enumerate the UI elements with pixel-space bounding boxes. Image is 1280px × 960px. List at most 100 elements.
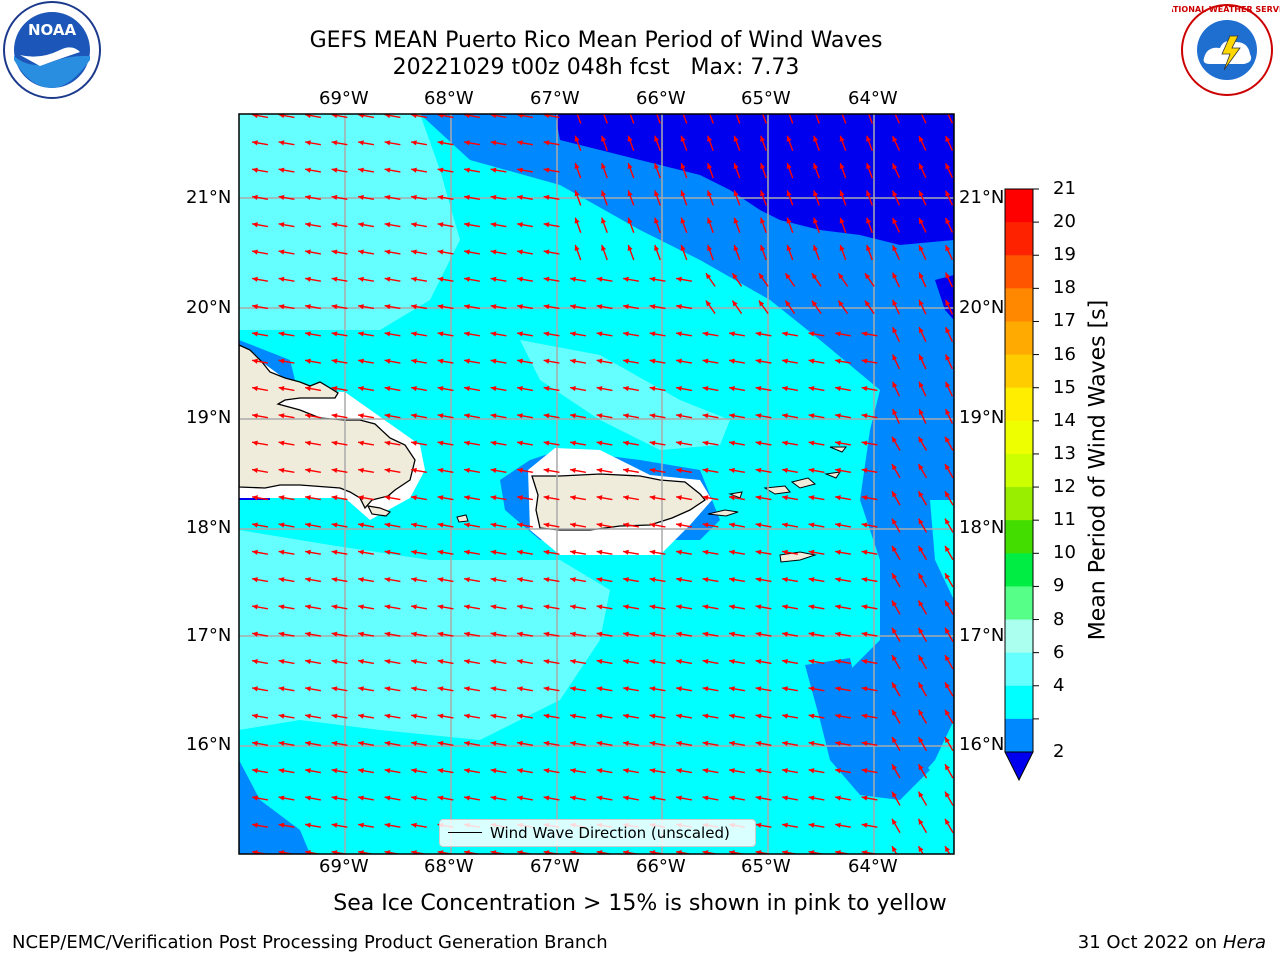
wave-direction-arrowhead [785, 273, 791, 280]
wave-direction-arrowhead [892, 381, 898, 388]
date-text: 31 Oct 2022 on [1077, 932, 1223, 953]
wave-direction-arrowhead [707, 135, 713, 142]
wave-direction-arrowhead [437, 167, 444, 173]
wave-direction-arrowhead [782, 768, 788, 774]
wave-direction-arrowhead [866, 244, 872, 251]
wave-direction-arrowhead [543, 249, 550, 255]
wave-direction-arrowhead [411, 604, 417, 610]
wave-direction-arrowhead [623, 358, 629, 364]
wave-direction-arrowhead [543, 522, 550, 528]
wave-direction-arrowhead [543, 114, 550, 119]
wave-direction-arrowhead [490, 440, 497, 446]
wave-direction-arrowhead [358, 686, 364, 692]
wave-direction-arrow [576, 114, 582, 124]
wave-direction-arrowhead [384, 331, 391, 337]
wave-direction-arrowhead [596, 631, 603, 637]
wave-direction-arrowhead [517, 467, 523, 474]
wave-direction-arrowhead [649, 413, 656, 419]
wave-direction-arrowhead [866, 135, 872, 142]
wave-direction-arrowhead [705, 300, 712, 307]
wave-direction-arrowhead [861, 549, 868, 555]
wave-direction-arrowhead [437, 358, 444, 364]
wave-direction-arrowhead [835, 495, 841, 501]
wave-direction-arrowhead [517, 604, 523, 610]
wave-direction-arrowhead [278, 440, 285, 446]
land-st-croix [779, 551, 817, 563]
wave-direction-arrowhead [729, 385, 735, 392]
wave-direction-arrowhead [543, 604, 550, 610]
wave-direction-arrowhead [384, 249, 391, 255]
wave-direction-arrowhead [411, 140, 417, 146]
wave-direction-arrowhead [252, 768, 258, 774]
colorbar-tick-label: 15 [1053, 376, 1076, 398]
wave-direction-arrowhead [596, 850, 603, 854]
wave-direction-arrowhead [755, 850, 762, 854]
wave-direction-arrowhead [358, 222, 364, 228]
wave-direction-arrowhead [702, 549, 709, 555]
wave-direction-arrowhead [278, 850, 285, 854]
wave-direction-arrowhead [729, 740, 735, 747]
wave-direction-arrowhead [919, 299, 924, 306]
colorbar-segment [1005, 619, 1033, 654]
colorbar-segment [1005, 685, 1033, 720]
wave-direction-arrowhead [945, 791, 950, 798]
wave-direction-arrowhead [649, 850, 656, 854]
wave-direction-arrowhead [543, 467, 550, 474]
wave-direction-arrowhead [892, 436, 897, 443]
wave-direction-arrowhead [331, 304, 338, 310]
wave-direction-arrowhead [702, 604, 709, 610]
legend-line-sample [448, 832, 482, 833]
wave-direction-arrowhead [732, 300, 738, 307]
wave-direction-arrowhead [464, 114, 470, 119]
wave-direction-arrowhead [782, 549, 788, 555]
wave-direction-arrowhead [278, 140, 285, 146]
lat-label-right: 20°N [959, 297, 1005, 318]
wave-direction-arrowhead [570, 740, 576, 747]
wave-direction-arrowhead [627, 244, 633, 251]
wave-direction-arrowhead [574, 163, 580, 170]
wave-direction-arrowhead [918, 518, 924, 525]
wave-direction-arrowhead [358, 304, 364, 310]
wave-direction-arrow [815, 114, 820, 124]
wave-direction-arrowhead [464, 440, 470, 446]
wave-direction-arrowhead [437, 658, 444, 665]
wave-direction-arrowhead [411, 658, 417, 665]
wave-direction-arrowhead [729, 495, 735, 501]
wave-direction-arrowhead [384, 577, 391, 583]
colorbar [1004, 188, 1039, 782]
wave-direction-arrowhead [596, 440, 603, 446]
legend-text: Wind Wave Direction (unscaled) [490, 824, 730, 842]
wave-direction-arrowhead [252, 850, 258, 854]
wave-direction-arrowhead [437, 304, 444, 310]
wave-direction-arrowhead [358, 850, 364, 854]
colorbar-tick-label: 20 [1053, 211, 1076, 233]
lon-label-bottom: 64°W [848, 856, 898, 877]
wave-direction-arrowhead [570, 768, 576, 774]
wave-direction-arrowhead [755, 604, 762, 610]
wave-direction-arrowhead [918, 627, 924, 634]
wave-direction-arrowhead [358, 467, 364, 474]
wave-direction-arrowhead [543, 631, 550, 637]
wave-direction-arrowhead [252, 604, 258, 610]
wave-direction-arrowhead [945, 299, 951, 306]
wave-direction-arrowhead [918, 791, 924, 798]
wave-direction-arrowhead [305, 658, 311, 665]
wave-direction-arrowhead [782, 358, 788, 364]
wave-direction-arrowhead [892, 327, 898, 334]
wave-direction-arrowhead [892, 545, 897, 552]
wave-direction-arrowhead [331, 194, 338, 201]
wave-direction-arrowhead [919, 327, 924, 334]
wave-direction-arrowhead [331, 167, 338, 173]
wave-direction-arrowhead [596, 467, 603, 474]
wave-direction-arrowhead [649, 740, 656, 747]
wave-direction-arrowhead [517, 686, 523, 692]
wave-direction-arrowhead [570, 577, 576, 583]
wave-direction-arrowhead [517, 658, 523, 665]
wave-direction-arrowhead [918, 600, 924, 607]
wave-direction-arrowhead [411, 304, 417, 310]
wave-direction-arrowhead [574, 135, 580, 142]
wave-direction-arrowhead [676, 686, 682, 692]
wave-direction-arrowhead [570, 385, 576, 392]
wave-direction-arrowhead [437, 440, 444, 446]
wave-direction-arrowhead [680, 190, 686, 197]
